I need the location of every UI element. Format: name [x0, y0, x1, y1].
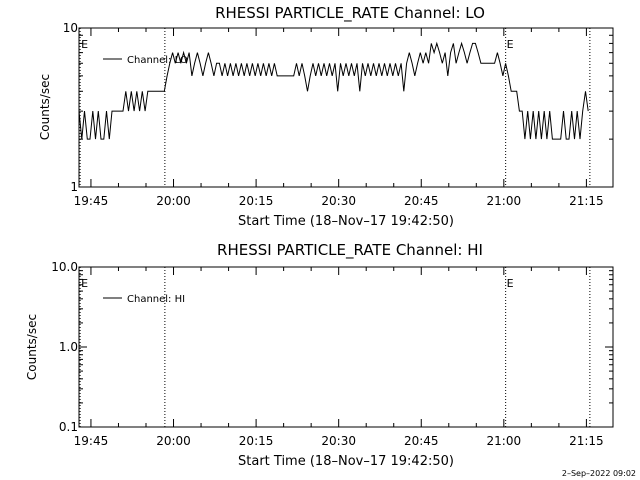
- y-axis-label-lo: Counts/sec: [38, 74, 52, 140]
- y-tick-label-lo: 10: [63, 21, 78, 35]
- chart-title-lo: RHESSI PARTICLE_RATE Channel: LO: [215, 4, 485, 23]
- x-tick-label-lo: 20:00: [156, 194, 191, 208]
- series-line-lo: [78, 41, 589, 140]
- x-tick-label-lo: 19:45: [74, 194, 109, 208]
- x-tick-label-hi: 20:30: [321, 434, 356, 448]
- legend-label-lo: Channel: LO: [127, 55, 188, 66]
- x-axis-label-lo: Start Time (18–Nov–17 19:42:50): [238, 214, 454, 229]
- marker-label-hi: E: [507, 277, 514, 290]
- marker-label-lo: E: [81, 38, 88, 51]
- x-tick-label-hi: 20:15: [239, 434, 274, 448]
- panel-lo: RHESSI PARTICLE_RATE Channel: LO Start T…: [38, 4, 614, 229]
- legend-label-hi: Channel: HI: [127, 294, 185, 305]
- x-tick-label-hi: 20:00: [156, 434, 191, 448]
- x-axis-label-hi: Start Time (18–Nov–17 19:42:50): [238, 454, 454, 469]
- plot-frame-lo: [78, 27, 614, 188]
- x-tick-label-lo: 20:45: [404, 194, 439, 208]
- panel-hi: RHESSI PARTICLE_RATE Channel: HI Start T…: [25, 241, 614, 469]
- x-tick-label-lo: 21:15: [569, 194, 604, 208]
- y-tick-label-hi: 1.0: [59, 340, 78, 354]
- x-tick-label-hi: 21:00: [487, 434, 522, 448]
- footer-timestamp: 2–Sep–2022 09:02: [562, 469, 636, 478]
- chart-title-hi: RHESSI PARTICLE_RATE Channel: HI: [217, 241, 483, 260]
- x-tick-label-hi: 19:45: [74, 434, 109, 448]
- y-axis-label-hi: Counts/sec: [25, 314, 39, 380]
- marker-label-hi: E: [81, 277, 88, 290]
- y-tick-label-lo: 1: [70, 180, 78, 194]
- x-tick-label-hi: 21:15: [569, 434, 604, 448]
- y-tick-label-hi: 10.0: [51, 260, 78, 274]
- marker-label-lo: E: [507, 38, 514, 51]
- x-tick-label-hi: 20:45: [404, 434, 439, 448]
- x-tick-label-lo: 20:15: [239, 194, 274, 208]
- x-tick-label-lo: 21:00: [487, 194, 522, 208]
- x-tick-label-lo: 20:30: [321, 194, 356, 208]
- y-tick-label-hi: 0.1: [59, 420, 78, 434]
